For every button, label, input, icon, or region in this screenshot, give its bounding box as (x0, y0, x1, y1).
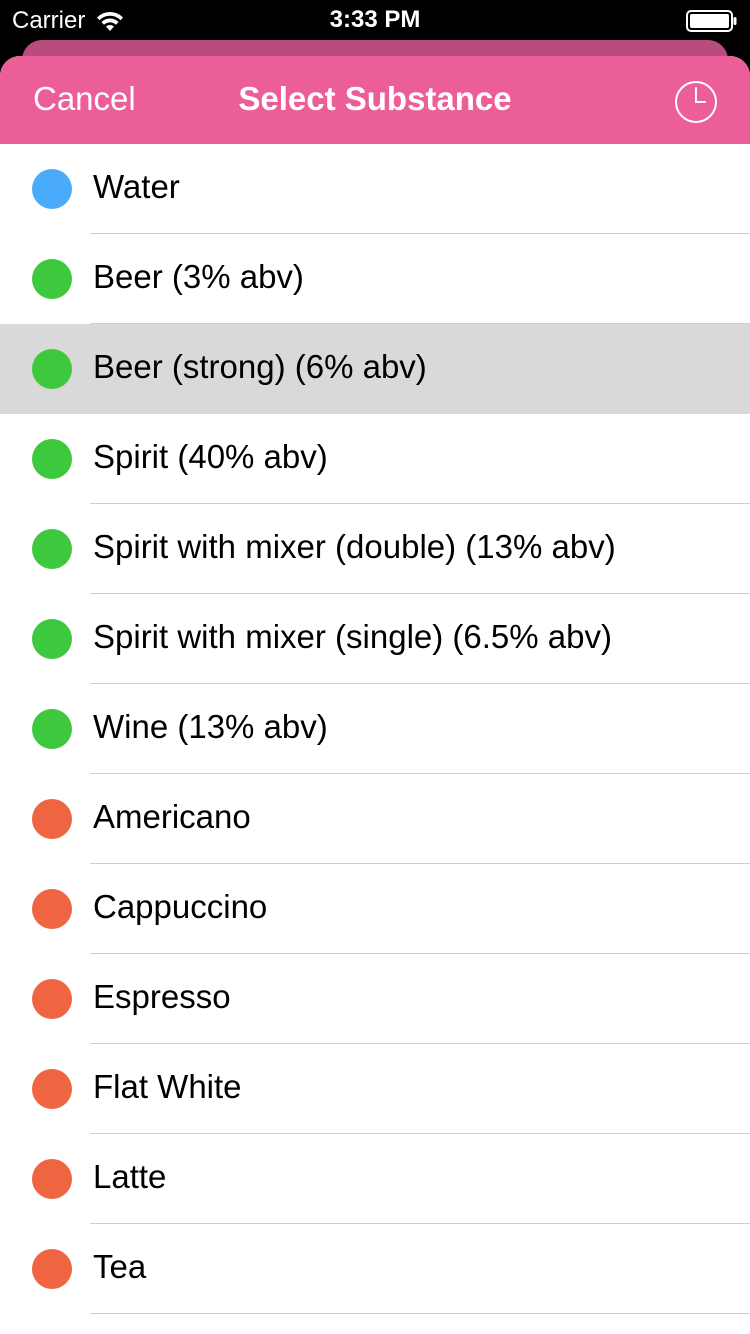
list-item[interactable]: Latte (0, 1134, 750, 1224)
list-item[interactable]: Beer (strong) (6% abv) (0, 324, 750, 414)
carrier-label: Carrier (12, 7, 86, 34)
substance-label: Tea (93, 1248, 147, 1285)
substance-label: Latte (93, 1158, 167, 1195)
substance-color-dot (32, 709, 72, 749)
status-bar: Carrier 3:33 PM (0, 0, 750, 40)
substance-label: Flat White (93, 1068, 242, 1105)
substance-color-dot (32, 349, 72, 389)
substance-color-dot (32, 979, 72, 1019)
list-item[interactable]: Tea (0, 1224, 750, 1314)
substance-color-dot (32, 169, 72, 209)
page-title: Select Substance (238, 80, 512, 117)
substance-label: Spirit with mixer (double) (13% abv) (93, 528, 616, 565)
substance-label: Spirit with mixer (single) (6.5% abv) (93, 618, 612, 655)
cancel-button[interactable]: Cancel (33, 80, 136, 117)
substance-color-dot (32, 1159, 72, 1199)
list-item[interactable]: Americano (0, 774, 750, 864)
substance-label: Beer (3% abv) (93, 258, 304, 295)
list-item[interactable]: Spirit with mixer (single) (6.5% abv) (0, 594, 750, 684)
substance-list: Water Beer (3% abv) Beer (strong) (6% abv)… (0, 144, 750, 1314)
substance-label: Americano (93, 798, 251, 835)
substance-label: Beer (strong) (6% abv) (93, 348, 427, 385)
battery-icon (686, 10, 737, 32)
select-substance-sheet: Cancel Select Substance Water Beer (3% ab… (0, 56, 750, 1334)
substance-color-dot (32, 439, 72, 479)
history-button[interactable] (674, 80, 718, 124)
list-item[interactable]: Espresso (0, 954, 750, 1044)
status-time: 3:33 PM (329, 6, 421, 33)
list-item[interactable]: Flat White (0, 1044, 750, 1134)
substance-label: Wine (13% abv) (93, 708, 328, 745)
clock-icon (675, 81, 717, 123)
substance-color-dot (32, 619, 72, 659)
list-item[interactable]: Beer (3% abv) (0, 234, 750, 324)
substance-color-dot (32, 889, 72, 929)
list-item[interactable]: Cappuccino (0, 864, 750, 954)
list-item[interactable]: Wine (13% abv) (0, 684, 750, 774)
substance-label: Cappuccino (93, 888, 268, 925)
navigation-bar: Cancel Select Substance (0, 56, 750, 144)
list-item[interactable]: Spirit (40% abv) (0, 414, 750, 504)
substance-color-dot (32, 259, 72, 299)
status-left: Carrier (12, 7, 125, 35)
list-item[interactable]: Spirit with mixer (double) (13% abv) (0, 504, 750, 594)
substance-label: Water (93, 168, 180, 205)
wifi-icon (97, 11, 124, 31)
substance-color-dot (32, 529, 72, 569)
substance-label: Spirit (40% abv) (93, 438, 328, 475)
substance-color-dot (32, 1069, 72, 1109)
list-item[interactable]: Water (0, 144, 750, 234)
substance-color-dot (32, 1249, 72, 1289)
substance-label: Espresso (93, 978, 231, 1015)
substance-color-dot (32, 799, 72, 839)
